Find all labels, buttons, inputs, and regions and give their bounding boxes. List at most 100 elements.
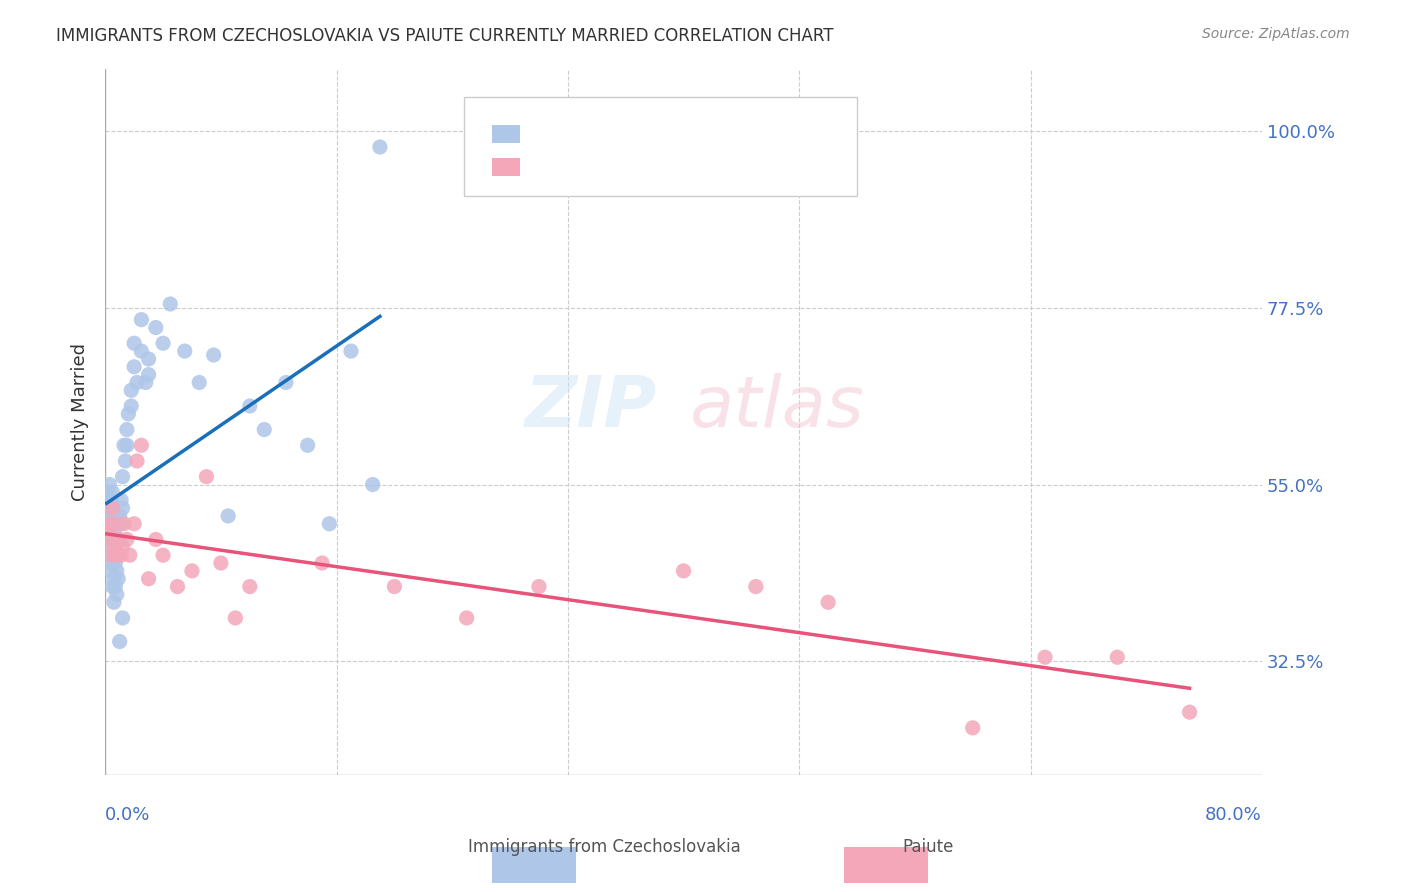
Paiute (122, 516, 145, 531)
Paiute (152, 548, 174, 562)
Text: R = -0.629   N = 37: R = -0.629 N = 37 (499, 168, 689, 186)
Bar (492, 158, 520, 176)
Immigrants from Czechoslovakia (105, 564, 128, 578)
Immigrants from Czechoslovakia (105, 587, 128, 601)
Paiute (111, 541, 134, 555)
Paiute (456, 611, 478, 625)
Paiute (100, 548, 122, 562)
Immigrants from Czechoslovakia (97, 508, 120, 523)
Paiute (97, 533, 120, 547)
Immigrants from Czechoslovakia (111, 501, 134, 516)
Immigrants from Czechoslovakia (159, 297, 181, 311)
Y-axis label: Currently Married: Currently Married (72, 343, 89, 500)
Paiute (209, 556, 232, 570)
Paiute (181, 564, 204, 578)
Immigrants from Czechoslovakia (111, 611, 134, 625)
Immigrants from Czechoslovakia (361, 477, 384, 491)
Text: IMMIGRANTS FROM CZECHOSLOVAKIA VS PAIUTE CURRENTLY MARRIED CORRELATION CHART: IMMIGRANTS FROM CZECHOSLOVAKIA VS PAIUTE… (56, 27, 834, 45)
Immigrants from Czechoslovakia (103, 548, 125, 562)
Immigrants from Czechoslovakia (318, 516, 340, 531)
Immigrants from Czechoslovakia (188, 376, 211, 390)
Immigrants from Czechoslovakia (98, 548, 121, 562)
Text: 80.0%: 80.0% (1205, 806, 1263, 824)
Text: Immigrants from Czechoslovakia: Immigrants from Czechoslovakia (468, 838, 741, 856)
Immigrants from Czechoslovakia (108, 634, 131, 648)
Paiute (311, 556, 333, 570)
Text: Source: ZipAtlas.com: Source: ZipAtlas.com (1202, 27, 1350, 41)
Text: R =  0.356   N = 67: R = 0.356 N = 67 (499, 132, 689, 150)
Paiute (1107, 650, 1129, 665)
Immigrants from Czechoslovakia (340, 344, 363, 359)
Immigrants from Czechoslovakia (297, 438, 319, 452)
Immigrants from Czechoslovakia (202, 348, 225, 362)
Paiute (166, 580, 188, 594)
Immigrants from Czechoslovakia (100, 516, 122, 531)
Immigrants from Czechoslovakia (122, 359, 145, 374)
Immigrants from Czechoslovakia (173, 344, 195, 359)
Immigrants from Czechoslovakia (97, 533, 120, 547)
Immigrants from Czechoslovakia (217, 508, 239, 523)
Immigrants from Czechoslovakia (239, 399, 262, 413)
Immigrants from Czechoslovakia (138, 368, 160, 382)
Immigrants from Czechoslovakia (131, 312, 153, 326)
Immigrants from Czechoslovakia (274, 376, 297, 390)
Immigrants from Czechoslovakia (101, 533, 124, 547)
Paiute (962, 721, 984, 735)
Paiute (98, 524, 121, 539)
Text: Paiute: Paiute (903, 838, 953, 856)
Paiute (745, 580, 768, 594)
Immigrants from Czechoslovakia (103, 524, 125, 539)
Immigrants from Czechoslovakia (110, 516, 132, 531)
Paiute (104, 541, 127, 555)
Paiute (145, 533, 167, 547)
Paiute (527, 580, 550, 594)
Immigrants from Czechoslovakia (135, 376, 157, 390)
Immigrants from Czechoslovakia (114, 454, 136, 468)
Paiute (384, 580, 406, 594)
Paiute (115, 533, 138, 547)
Immigrants from Czechoslovakia (104, 556, 127, 570)
Paiute (101, 501, 124, 516)
Paiute (108, 533, 131, 547)
Immigrants from Czechoslovakia (100, 493, 122, 508)
Immigrants from Czechoslovakia (96, 516, 118, 531)
Immigrants from Czechoslovakia (108, 508, 131, 523)
Paiute (195, 469, 218, 483)
Paiute (1178, 705, 1201, 719)
Paiute (239, 580, 262, 594)
Immigrants from Czechoslovakia (122, 336, 145, 351)
Paiute (224, 611, 246, 625)
Immigrants from Czechoslovakia (103, 572, 125, 586)
Immigrants from Czechoslovakia (115, 438, 138, 452)
Immigrants from Czechoslovakia (253, 423, 276, 437)
Immigrants from Czechoslovakia (111, 469, 134, 483)
Immigrants from Czechoslovakia (110, 493, 132, 508)
Immigrants from Czechoslovakia (100, 541, 122, 555)
Immigrants from Czechoslovakia (97, 485, 120, 500)
Immigrants from Czechoslovakia (103, 595, 125, 609)
Text: 0.0%: 0.0% (105, 806, 150, 824)
Text: ZIP: ZIP (524, 373, 657, 442)
Immigrants from Czechoslovakia (112, 438, 135, 452)
Paiute (672, 564, 695, 578)
Immigrants from Czechoslovakia (98, 524, 121, 539)
Immigrants from Czechoslovakia (104, 533, 127, 547)
Paiute (103, 516, 125, 531)
Immigrants from Czechoslovakia (368, 140, 391, 154)
Paiute (125, 454, 148, 468)
Immigrants from Czechoslovakia (96, 501, 118, 516)
Immigrants from Czechoslovakia (101, 508, 124, 523)
Bar (492, 125, 520, 143)
Immigrants from Czechoslovakia (138, 351, 160, 366)
FancyBboxPatch shape (464, 96, 858, 195)
Immigrants from Czechoslovakia (98, 501, 121, 516)
Immigrants from Czechoslovakia (117, 407, 139, 421)
Immigrants from Czechoslovakia (101, 485, 124, 500)
Immigrants from Czechoslovakia (100, 564, 122, 578)
Immigrants from Czechoslovakia (98, 477, 121, 491)
Immigrants from Czechoslovakia (101, 580, 124, 594)
Immigrants from Czechoslovakia (120, 399, 142, 413)
Paiute (105, 548, 128, 562)
Immigrants from Czechoslovakia (107, 572, 129, 586)
Immigrants from Czechoslovakia (145, 320, 167, 334)
